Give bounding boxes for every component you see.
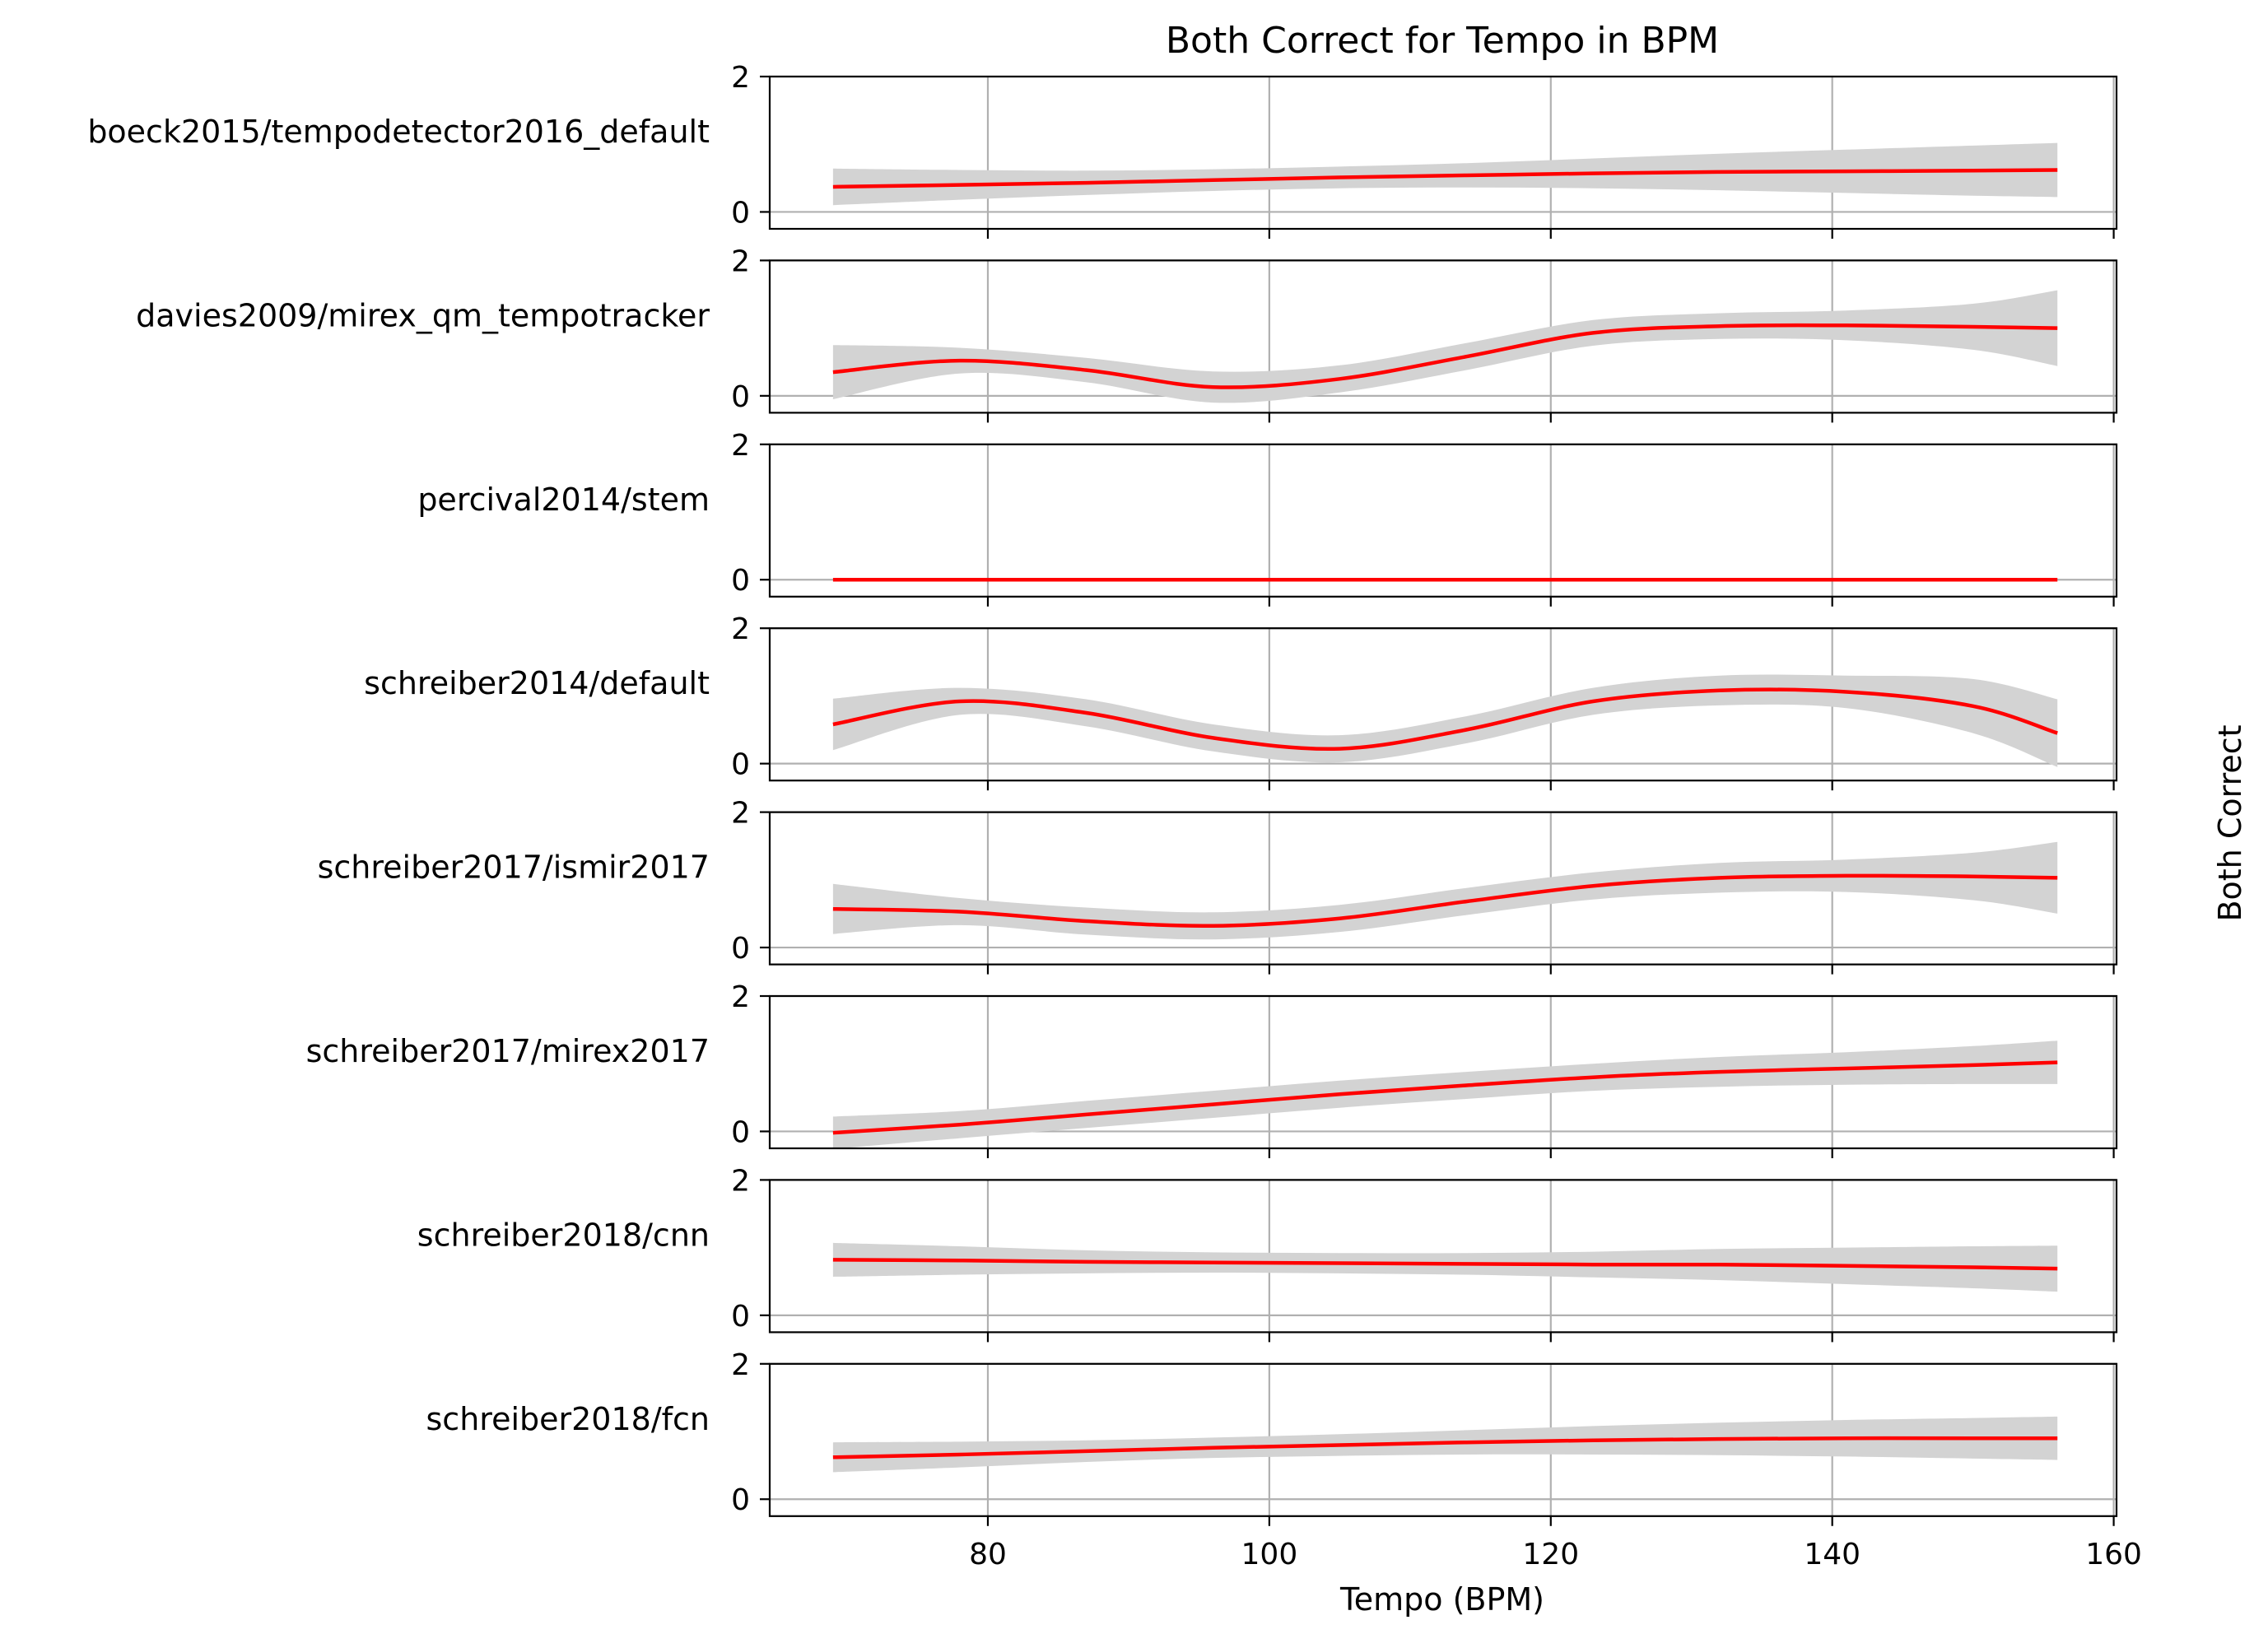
- confidence-band: [832, 674, 2058, 767]
- x-tick-label: 140: [1804, 1538, 1861, 1571]
- x-tick-label: 160: [2085, 1538, 2142, 1571]
- subplot-panel: 0 2 davies2009/mirex_qm_tempotracker: [136, 244, 2118, 423]
- y-tick-label: 0: [731, 1483, 750, 1517]
- axes-frame: [768, 1362, 2118, 1517]
- y-tick-label: 2: [731, 612, 750, 646]
- series-label: schreiber2014/default: [364, 665, 710, 701]
- subplot-panel: 0 2 schreiber2018/fcn: [426, 1348, 2118, 1526]
- subplot-panel: 0 2 schreiber2014/default: [364, 612, 2118, 791]
- series-line: [832, 687, 2058, 752]
- subplot-panel: 0 2 schreiber2017/ismir2017: [318, 797, 2118, 975]
- series-line: [832, 1436, 2058, 1459]
- series-line: [832, 1060, 2058, 1135]
- confidence-band: [832, 1040, 2058, 1149]
- axes-frame: [768, 627, 2118, 782]
- axes-frame: [768, 1179, 2118, 1334]
- y-tick-label: 0: [731, 1115, 750, 1149]
- series-label: boeck2015/tempodetector2016_default: [87, 114, 710, 150]
- subplot-panel: 0 2 schreiber2017/mirex2017: [306, 980, 2118, 1158]
- x-tick-label: 100: [1241, 1538, 1298, 1571]
- y-tick-label: 0: [731, 932, 750, 966]
- axes-frame: [768, 994, 2118, 1150]
- y-tick-label: 2: [731, 1164, 750, 1198]
- series-line: [832, 168, 2058, 189]
- subplot-panel: 0 2 schreiber2018/cnn: [417, 1164, 2118, 1343]
- confidence-band: [832, 1242, 2058, 1292]
- series-label: schreiber2018/fcn: [426, 1401, 710, 1437]
- subplot-panels: 02boeck2015/tempodetector2016_default02d…: [87, 61, 2118, 1526]
- axes-frame: [768, 75, 2118, 230]
- y-tick-label: 0: [731, 1300, 750, 1334]
- series-label: schreiber2017/mirex2017: [306, 1033, 710, 1069]
- chart-title: Both Correct for Tempo in BPM: [1166, 20, 1719, 62]
- y-tick-label: 2: [731, 429, 750, 463]
- x-axis: 80 100 120 140 160: [969, 1538, 2142, 1571]
- y-tick-label: 0: [731, 748, 750, 782]
- y-tick-label: 2: [731, 1348, 750, 1382]
- series-line: [832, 873, 2058, 929]
- axes-frame: [768, 811, 2118, 966]
- y-tick-label: 2: [731, 797, 750, 831]
- series-label: davies2009/mirex_qm_tempotracker: [136, 297, 710, 333]
- y-tick-label: 2: [731, 980, 750, 1014]
- x-tick-label: 120: [1522, 1538, 1579, 1571]
- x-tick-label: 80: [969, 1538, 1007, 1571]
- series-label: schreiber2018/cnn: [417, 1217, 710, 1253]
- series-line: [832, 323, 2058, 389]
- confidence-band: [832, 290, 2058, 403]
- subplot-panel: 0 2 boeck2015/tempodetector2016_default: [87, 61, 2118, 239]
- y-tick-label: 2: [731, 61, 750, 95]
- y-tick-label: 2: [731, 244, 750, 278]
- subplot-panel: 0 2 percival2014/stem: [417, 429, 2118, 607]
- series-line: [832, 1258, 2058, 1271]
- axes-frame: [768, 443, 2118, 598]
- y-tick-label: 0: [731, 564, 750, 598]
- axes-frame: [768, 259, 2118, 414]
- x-axis-label: Tempo (BPM): [1339, 1581, 1544, 1618]
- y-tick-label: 0: [731, 196, 750, 230]
- series-label: percival2014/stem: [417, 482, 710, 518]
- confidence-band: [832, 841, 2058, 940]
- series-label: schreiber2017/ismir2017: [318, 850, 710, 886]
- y-tick-label: 0: [731, 380, 750, 414]
- y-axis-label: Both Correct: [2212, 724, 2248, 921]
